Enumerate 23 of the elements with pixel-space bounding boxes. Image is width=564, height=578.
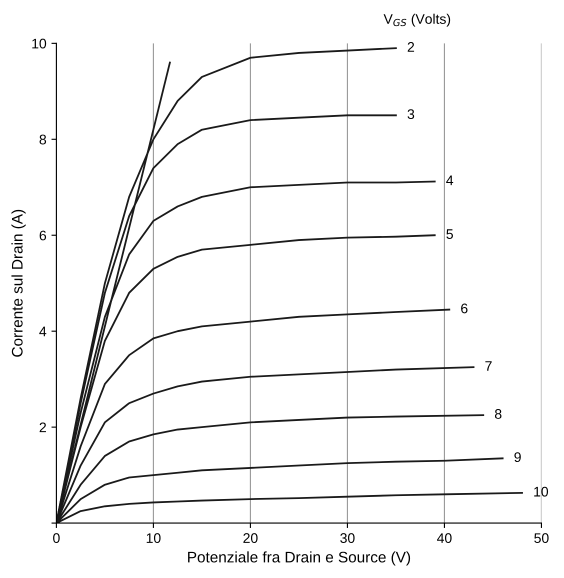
y-tick-label: 10 (32, 38, 46, 49)
y-tick-label: 4 (39, 326, 46, 336)
series-label: 9 (514, 452, 521, 462)
y-tick-label: 2 (40, 422, 46, 432)
y-tick-label: 8 (40, 134, 46, 144)
x-tick-label: 10 (146, 533, 161, 544)
x-tick-label: 50 (534, 533, 549, 544)
series-label: 3 (408, 109, 414, 120)
y-axis-title: Corrente sul Drain (A) (11, 210, 26, 357)
series-label: 7 (485, 361, 492, 371)
x-tick-label: 40 (437, 533, 452, 544)
series-label: 5 (446, 229, 453, 239)
series-label: 10 (534, 486, 548, 497)
x-tick-label: 30 (340, 533, 355, 544)
y-tick-label: 6 (40, 230, 46, 240)
series-label: 6 (461, 304, 468, 314)
series-label: 4 (446, 176, 454, 186)
x-tick-label: 0 (53, 533, 60, 544)
x-tick-label: 20 (243, 533, 258, 544)
text: V$_{GS}$ (Volts) (384, 14, 450, 27)
x-axis-title: Potenziale fra Drain e Source (V) (188, 551, 410, 566)
series-label: 2 (408, 42, 414, 52)
series-label: 8 (494, 409, 502, 419)
